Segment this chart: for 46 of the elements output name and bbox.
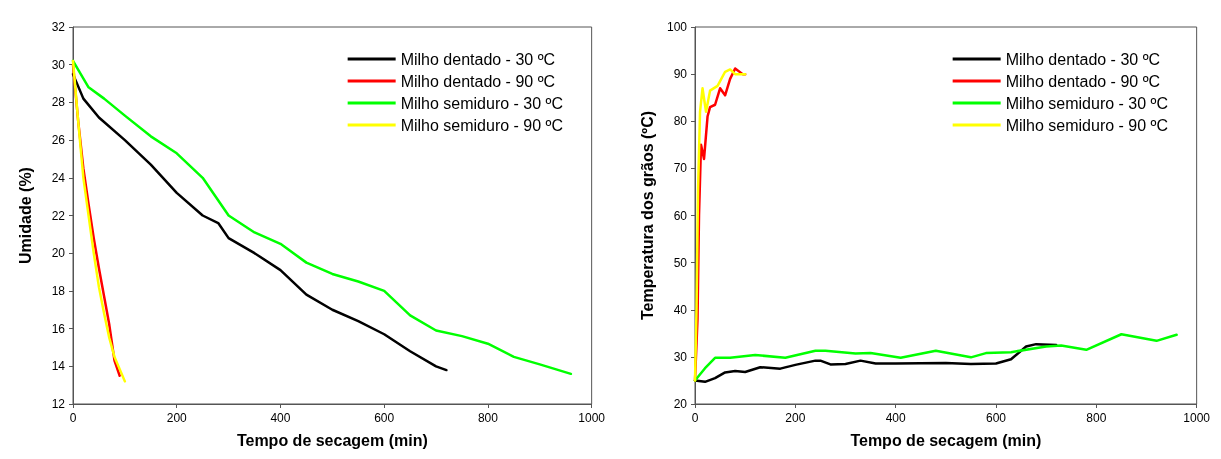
y-tick-label: 16 bbox=[51, 321, 66, 336]
x-axis-title: Tempo de secagem (min) bbox=[236, 431, 428, 449]
legend-label: Milho dentado - 90 ºC bbox=[1005, 72, 1161, 90]
x-tick-label: 400 bbox=[885, 411, 906, 425]
legend-label: Milho semiduro - 90 ºC bbox=[400, 116, 563, 134]
y-axis-title: Temperatura dos grãos (ºC) bbox=[638, 110, 656, 321]
y-tick-label: 30 bbox=[51, 57, 66, 72]
y-tick-label: 32 bbox=[51, 20, 66, 34]
x-tick-label: 1000 bbox=[1183, 411, 1211, 425]
legend-label: Milho semiduro - 90 ºC bbox=[1005, 116, 1168, 134]
y-tick-label: 80 bbox=[673, 114, 688, 129]
y-tick-label: 28 bbox=[51, 95, 66, 110]
y-tick-label: 26 bbox=[51, 133, 66, 148]
y-tick-label: 18 bbox=[51, 283, 66, 298]
line-series bbox=[693, 342, 1058, 384]
x-tick-label: 800 bbox=[477, 411, 499, 425]
x-tick-label: 400 bbox=[270, 411, 291, 425]
legend-label: Milho dentado - 30 ºC bbox=[1005, 50, 1161, 68]
y-axis-title: Umidade (%) bbox=[16, 167, 34, 264]
legend-label: Milho dentado - 30 ºC bbox=[400, 50, 556, 68]
legend-label: Milho dentado - 90 ºC bbox=[400, 72, 556, 90]
y-tick-label: 20 bbox=[673, 397, 688, 411]
x-tick-label: 0 bbox=[69, 411, 77, 425]
x-tick-label: 800 bbox=[1086, 411, 1107, 425]
y-tick-label: 60 bbox=[673, 208, 688, 223]
x-axis-title: Tempo de secagem (min) bbox=[850, 431, 1042, 449]
x-tick-label: 200 bbox=[166, 411, 188, 425]
y-tick-label: 90 bbox=[673, 67, 688, 82]
x-tick-label: 0 bbox=[691, 411, 699, 425]
legend-label: Milho semiduro - 30 ºC bbox=[1005, 94, 1168, 112]
y-tick-label: 20 bbox=[51, 246, 66, 261]
y-tick-label: 30 bbox=[673, 349, 688, 364]
y-tick-label: 40 bbox=[673, 302, 688, 317]
y-tick-label: 24 bbox=[51, 170, 66, 185]
x-tick-label: 1000 bbox=[578, 411, 606, 425]
y-tick-label: 100 bbox=[666, 20, 688, 34]
y-tick-label: 22 bbox=[51, 208, 66, 223]
legend-label: Milho semiduro - 30 ºC bbox=[400, 94, 563, 112]
line-series bbox=[693, 333, 1178, 382]
y-tick-label: 12 bbox=[51, 397, 66, 411]
x-tick-label: 600 bbox=[985, 411, 1007, 425]
x-tick-label: 200 bbox=[785, 411, 806, 425]
y-tick-label: 14 bbox=[51, 359, 66, 374]
y-tick-label: 70 bbox=[673, 161, 688, 176]
x-tick-label: 600 bbox=[374, 411, 395, 425]
y-tick-label: 50 bbox=[673, 255, 688, 270]
